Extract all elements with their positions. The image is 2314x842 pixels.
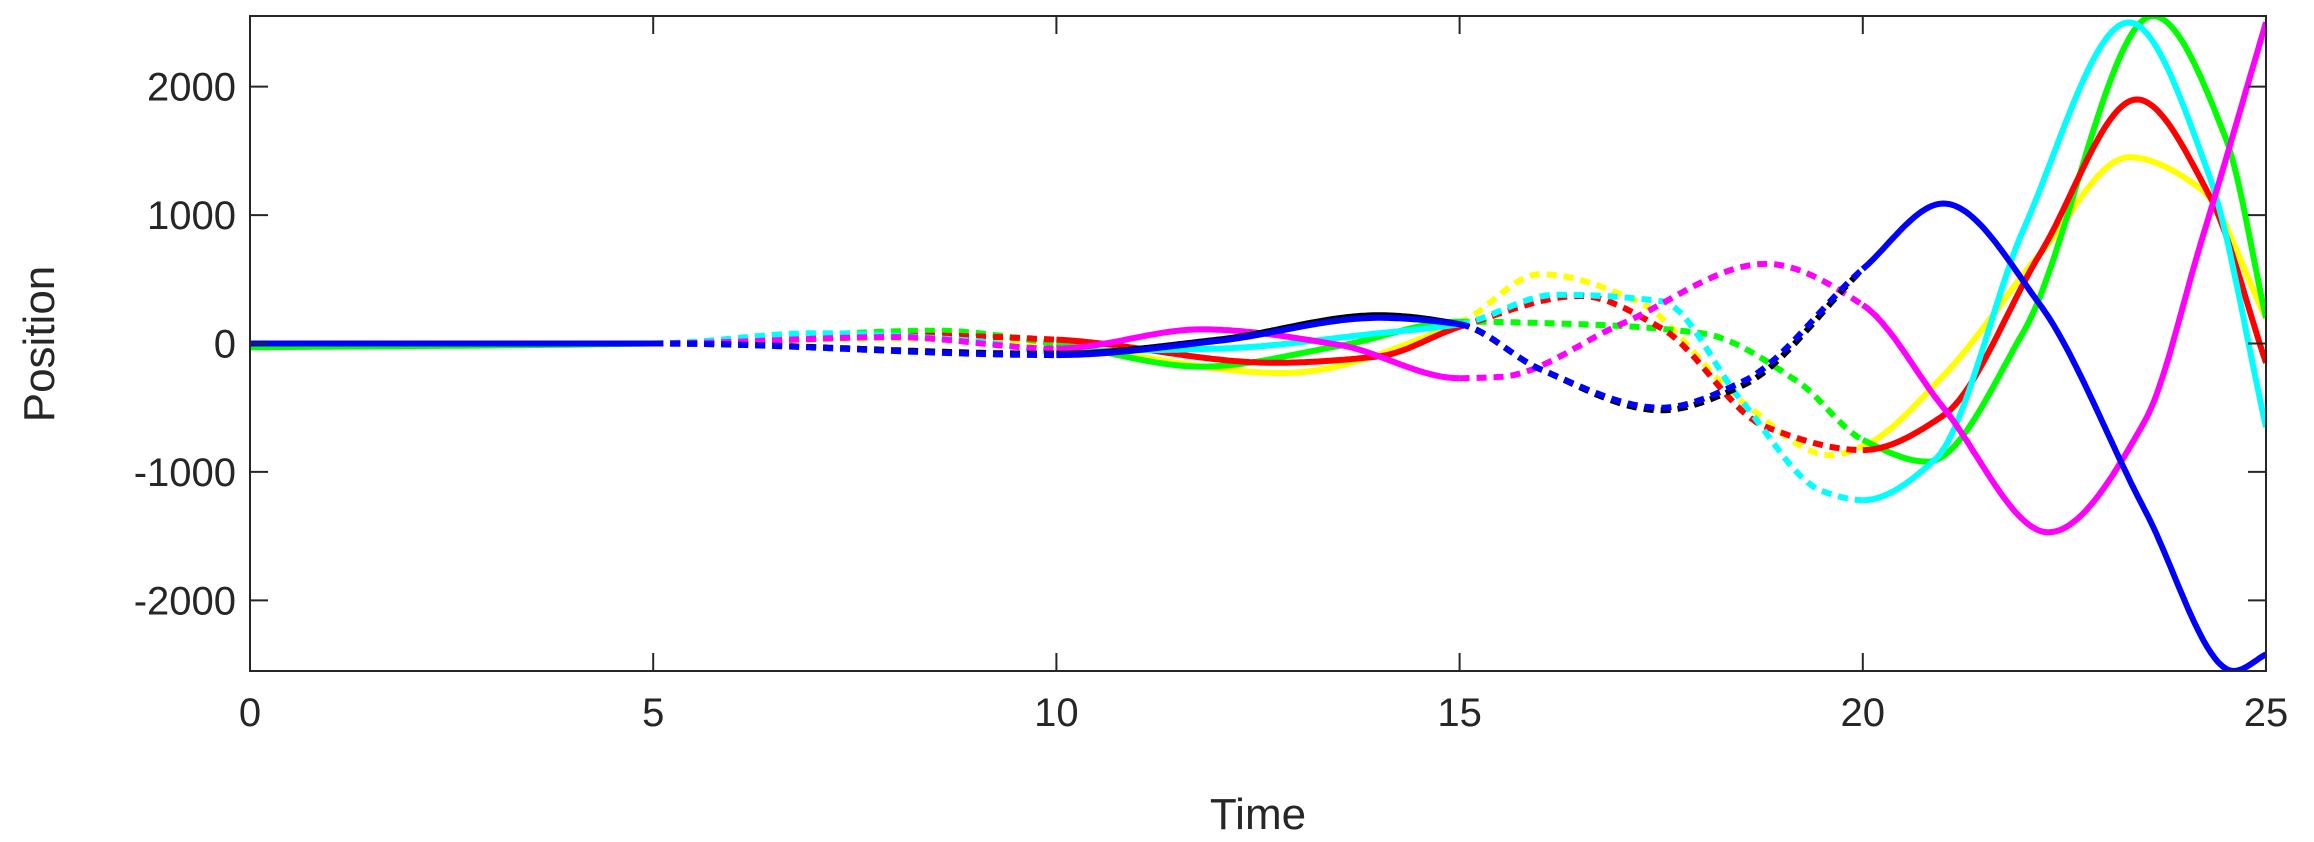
series-segment [1458, 271, 1864, 459]
x-tick-label: 20 [1841, 691, 1886, 735]
series-segment [1056, 323, 1461, 366]
x-tick-label: 5 [642, 691, 664, 735]
series-segment [1459, 260, 1865, 382]
series-segment [1862, 19, 2266, 504]
series-segment [1861, 21, 2266, 536]
series-segment [1459, 291, 1863, 504]
y-tick-label: -2000 [134, 579, 236, 623]
series-segment [1459, 266, 1865, 411]
y-tick-label: 0 [214, 323, 236, 367]
y-tick-label: -1000 [134, 451, 236, 495]
y-axis-label: Position [15, 266, 64, 423]
series-segment [1459, 318, 1865, 443]
x-tick-label: 25 [2244, 691, 2289, 735]
y-tick-label: 1000 [147, 194, 236, 238]
series-line [250, 200, 2266, 671]
x-tick-label: 0 [239, 691, 261, 735]
ticks-layer: 0 5 10 15 20 25 -2000 -1000 0 1000 2000 [134, 16, 2289, 735]
series-segment [1458, 293, 1863, 454]
series-segment [1056, 314, 1461, 359]
series-segment [1860, 200, 2266, 671]
y-tick-label: 2000 [147, 66, 236, 110]
series-layer [250, 16, 2266, 671]
series-segment [1862, 96, 2266, 454]
x-axis-label: Time [1210, 790, 1306, 839]
x-tick-label: 15 [1437, 691, 1482, 735]
x-tick-label: 10 [1034, 691, 1079, 735]
